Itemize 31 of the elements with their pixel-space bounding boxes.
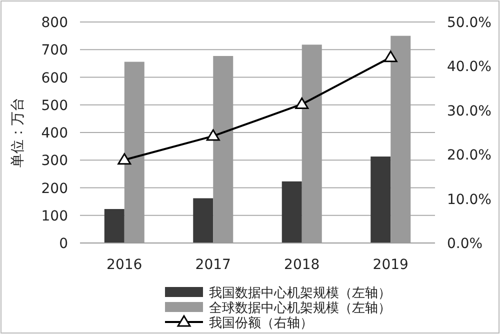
point (384, 50, 398, 62)
y-axis-title: 单位：万台 (10, 98, 26, 168)
bar (104, 209, 124, 243)
y2-tick-label: 30.0% (447, 103, 492, 120)
bar (282, 181, 302, 243)
x-tick-label: 2016 (106, 257, 142, 273)
y2-tick-label: 40.0% (447, 59, 492, 76)
bar (193, 198, 214, 243)
y-tick-label: 0 (59, 236, 68, 252)
x-tick-label: 2018 (284, 257, 320, 273)
y-tick-label: 500 (41, 98, 68, 114)
x-tick-label: 2019 (372, 257, 408, 273)
y2-tick-label: 20.0% (447, 148, 492, 164)
y-tick-label: 700 (41, 42, 68, 59)
y-tick-label: 800 (41, 15, 68, 31)
x-tick-label: 2017 (195, 257, 231, 273)
point (206, 129, 220, 141)
point (118, 153, 132, 165)
bar (370, 156, 391, 243)
y2-tick-label: 10.0% (447, 192, 492, 208)
point (295, 97, 309, 109)
legend-label: 我国数据中心机架规模（左轴） (209, 285, 391, 301)
y-tick-label: 100 (41, 208, 68, 224)
y-tick-label: 200 (41, 180, 68, 197)
legend-label: 全球数据中心机架规模（左轴） (209, 300, 391, 316)
y-tick-label: 300 (41, 153, 68, 170)
y2-tick-label: 50.0% (447, 15, 492, 31)
y-tick-label: 600 (41, 70, 68, 86)
y2-tick-label: 0.0% (447, 236, 483, 252)
y-tick-label: 400 (41, 126, 68, 142)
legend-label: 我国份额（右轴） (209, 316, 313, 331)
